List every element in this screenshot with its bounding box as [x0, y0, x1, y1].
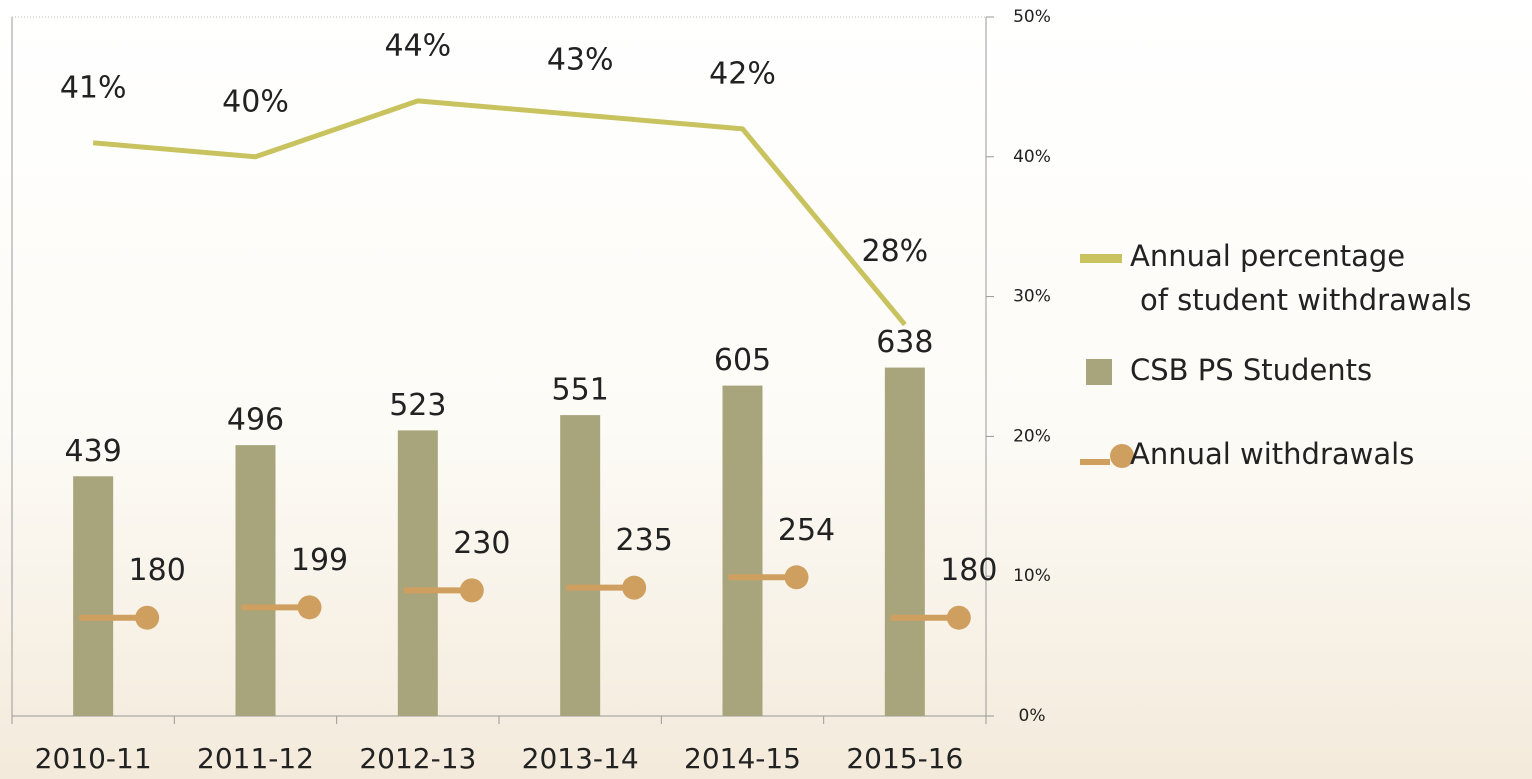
legend-label: Annual withdrawals	[1130, 437, 1414, 471]
legend-label: Annual percentage of student withdrawals	[1130, 239, 1472, 317]
x-tick-label: 2015-16	[846, 742, 963, 775]
y2-tick-label: 0%	[1019, 706, 1046, 726]
line	[92, 98, 907, 327]
line-value-label: 40%	[222, 84, 289, 119]
bar-value-label: 439	[65, 434, 122, 469]
marker-value-label: 180	[129, 553, 186, 588]
legend-swatch	[1086, 359, 1112, 385]
y2-tick-label: 20%	[1013, 426, 1051, 446]
legend-item: CSB PS Students	[1086, 353, 1372, 387]
bar	[235, 445, 276, 716]
bar-value-label: 523	[389, 388, 446, 423]
line-value-label: 44%	[384, 28, 451, 63]
bar-value-label: 551	[552, 373, 609, 408]
legend-swatch	[1080, 254, 1122, 263]
bar	[722, 385, 763, 716]
bar-value-label: 605	[714, 343, 771, 378]
y2-tick-label: 30%	[1013, 287, 1051, 307]
legend-item: Annual withdrawals	[1080, 437, 1414, 471]
withdrawal-marker	[566, 575, 647, 600]
withdrawal-marker	[79, 605, 160, 630]
bar	[397, 430, 438, 716]
x-tick-label: 2012-13	[359, 742, 476, 775]
marker-dot	[135, 605, 160, 630]
legend-item: Annual percentage of student withdrawals	[1080, 239, 1472, 317]
bar-value-label: 496	[227, 403, 284, 438]
marker-value-label: 235	[616, 523, 673, 558]
y2-tick-label: 50%	[1013, 7, 1051, 27]
marker-dot	[297, 595, 322, 620]
x-tick-label: 2014-15	[684, 742, 801, 775]
x-tick-label: 2010-11	[35, 742, 152, 775]
bar-value-label: 638	[876, 325, 933, 360]
x-tick-label: 2011-12	[197, 742, 314, 775]
y2-tick-label: 10%	[1013, 566, 1051, 586]
line-value-label: 41%	[60, 70, 127, 105]
bar	[884, 367, 925, 716]
bar	[560, 415, 601, 716]
line-value-label: 43%	[547, 42, 614, 77]
marker-value-label: 254	[778, 513, 835, 548]
withdrawal-marker	[890, 605, 971, 630]
y2-tick-label: 40%	[1013, 147, 1051, 167]
marker-dot	[622, 575, 647, 600]
withdrawal-marker	[403, 578, 484, 603]
marker-value-label: 199	[291, 543, 348, 578]
marker-dot	[946, 605, 971, 630]
marker-dot	[459, 578, 484, 603]
legend-label: CSB PS Students	[1130, 353, 1372, 387]
x-tick-label: 2013-14	[522, 742, 639, 775]
line-value-label: 42%	[709, 56, 776, 91]
withdrawal-marker	[241, 595, 322, 620]
marker-value-label: 180	[940, 553, 997, 588]
marker-value-label: 230	[453, 526, 510, 561]
line-value-label: 28%	[861, 234, 928, 269]
marker-dot	[784, 565, 809, 590]
bar	[73, 476, 114, 716]
withdrawal-marker	[728, 565, 809, 590]
legend-swatch	[1110, 444, 1134, 468]
